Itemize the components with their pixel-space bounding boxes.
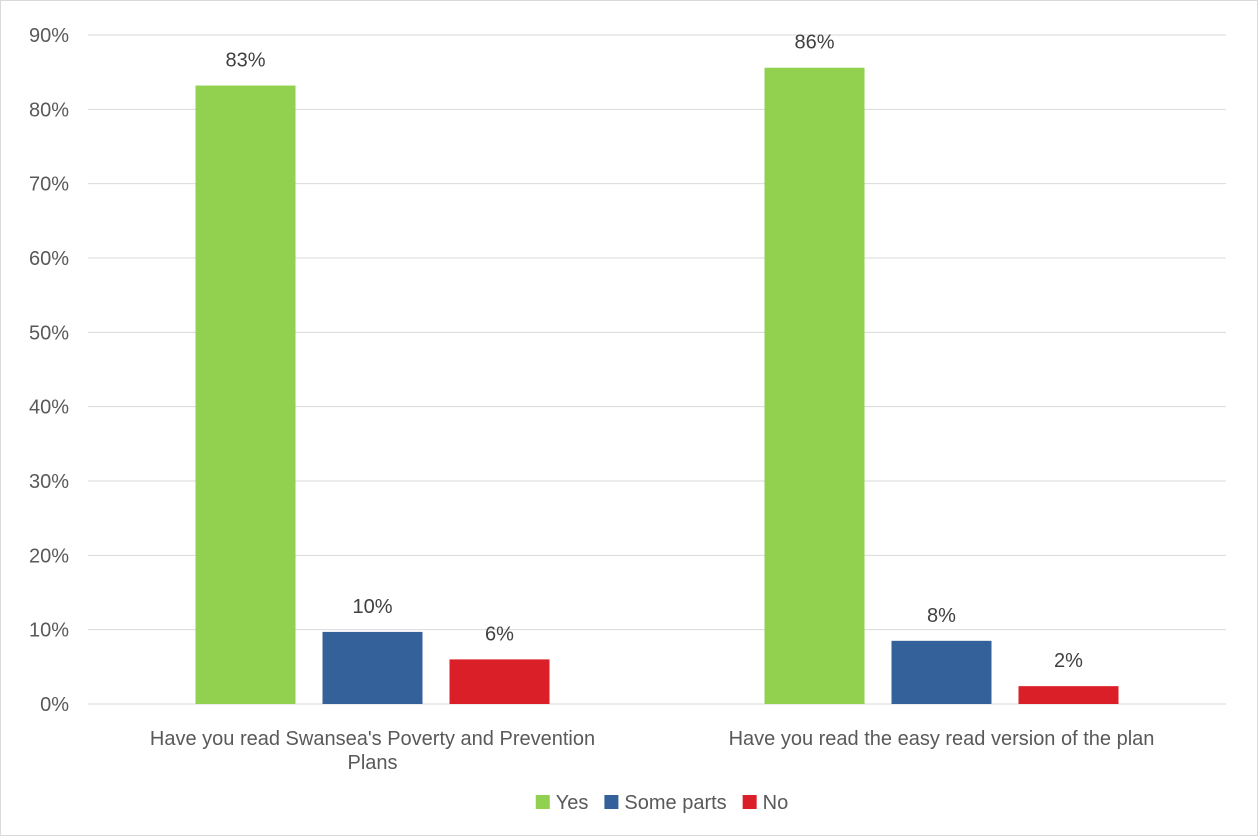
bar (195, 85, 296, 704)
legend-label: Some parts (624, 792, 726, 814)
bar (1018, 686, 1119, 704)
x-category-label: Have you read Swansea's Poverty and Prev… (150, 728, 595, 750)
y-tick-label: 60% (29, 248, 69, 270)
data-label: 2% (1054, 650, 1083, 672)
legend-label: No (763, 792, 789, 814)
bar (891, 640, 992, 704)
data-label: 8% (927, 605, 956, 627)
x-category-label: Plans (347, 752, 397, 774)
bar (449, 659, 550, 704)
y-tick-label: 90% (29, 25, 69, 47)
legend-swatch (604, 795, 619, 809)
bar (764, 67, 865, 704)
legend-swatch (535, 795, 550, 809)
y-tick-label: 40% (29, 397, 69, 419)
data-label: 6% (485, 623, 514, 645)
y-tick-label: 50% (29, 322, 69, 344)
legend-swatch (742, 795, 757, 809)
y-tick-label: 70% (29, 174, 69, 196)
y-tick-label: 80% (29, 99, 69, 121)
data-label: 83% (225, 50, 265, 72)
data-label: 86% (794, 32, 834, 54)
y-tick-label: 0% (40, 694, 69, 716)
bar (322, 631, 423, 704)
y-tick-label: 30% (29, 471, 69, 493)
y-tick-label: 20% (29, 545, 69, 567)
data-label: 10% (352, 596, 392, 618)
y-tick-label: 10% (29, 620, 69, 642)
legend-label: Yes (556, 792, 589, 814)
x-category-label: Have you read the easy read version of t… (729, 728, 1155, 750)
